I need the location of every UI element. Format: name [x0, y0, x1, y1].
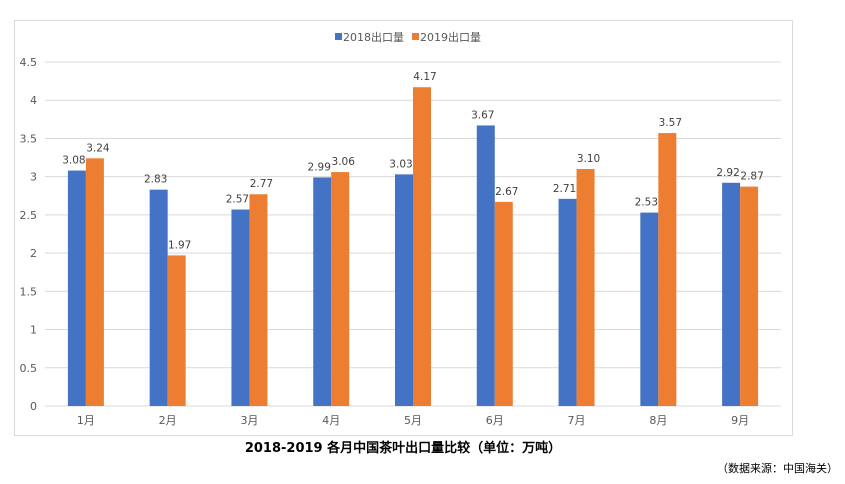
x-tick-label: 4月 [322, 414, 340, 427]
x-tick-label: 6月 [486, 414, 504, 427]
bar-2018 [395, 174, 413, 406]
data-label: 2.67 [495, 186, 518, 198]
y-tick-label: 2.5 [20, 209, 38, 222]
bar-2019 [249, 194, 268, 406]
legend-swatch [412, 33, 419, 40]
data-label: 2.53 [635, 197, 658, 209]
x-tick-label: 5月 [404, 414, 422, 427]
bar-2018 [476, 125, 495, 407]
data-label: 3.57 [659, 117, 682, 129]
y-tick-label: 0.5 [20, 362, 38, 375]
data-label: 3.06 [332, 156, 356, 168]
x-tick-label: 9月 [731, 414, 749, 427]
y-tick-label: 3.5 [20, 132, 38, 145]
data-label: 3.24 [86, 142, 110, 154]
legend-label: 2019出口量 [420, 30, 481, 44]
x-tick-label: 1月 [77, 414, 95, 427]
data-label: 2.57 [226, 194, 249, 206]
y-tick-label: 1.5 [20, 285, 38, 298]
bar-2018 [722, 182, 741, 406]
data-label: 2.71 [553, 183, 576, 195]
bar-2018 [149, 189, 168, 406]
data-label: 3.08 [62, 155, 85, 167]
legend-label: 2018出口量 [343, 30, 404, 44]
data-label: 2.77 [250, 178, 273, 190]
y-tick-label: 4.5 [20, 56, 38, 69]
data-label: 2.99 [308, 161, 331, 173]
x-tick-label: 8月 [649, 414, 667, 427]
bar-2019 [413, 87, 431, 406]
y-tick-label: 4 [30, 94, 37, 107]
bar-2019 [167, 255, 186, 406]
data-label: 2.83 [144, 174, 167, 186]
data-label: 2.87 [740, 171, 763, 183]
y-tick-label: 2 [30, 247, 37, 260]
bar-2018 [558, 198, 577, 406]
bar-2018 [640, 212, 659, 406]
bar-2019 [85, 158, 104, 406]
y-tick-label: 3 [30, 171, 37, 184]
y-tick-label: 1 [30, 324, 37, 337]
x-tick-label: 2月 [159, 414, 177, 427]
bar-2019 [576, 169, 595, 406]
data-label: 3.03 [389, 158, 412, 170]
data-label: 1.97 [168, 239, 191, 251]
bar-2018 [67, 170, 86, 406]
data-label: 2.92 [716, 167, 739, 179]
data-label: 4.17 [413, 71, 436, 83]
bar-2019 [658, 133, 677, 407]
source-note: （数据来源：中国海关） [717, 461, 838, 475]
chart-title: 2018-2019 各月中国茶叶出口量比较（单位：万吨） [245, 440, 561, 456]
bar-2019 [494, 201, 513, 406]
data-label: 3.10 [577, 153, 600, 165]
bar-2019 [331, 172, 350, 406]
bar-2018 [231, 209, 250, 406]
bar-2018 [313, 177, 332, 406]
x-tick-label: 7月 [568, 414, 586, 427]
data-label: 3.67 [471, 109, 494, 121]
y-tick-label: 0 [30, 400, 37, 413]
x-tick-label: 3月 [240, 414, 258, 427]
bar-2019 [740, 186, 759, 406]
legend-swatch [335, 33, 342, 40]
